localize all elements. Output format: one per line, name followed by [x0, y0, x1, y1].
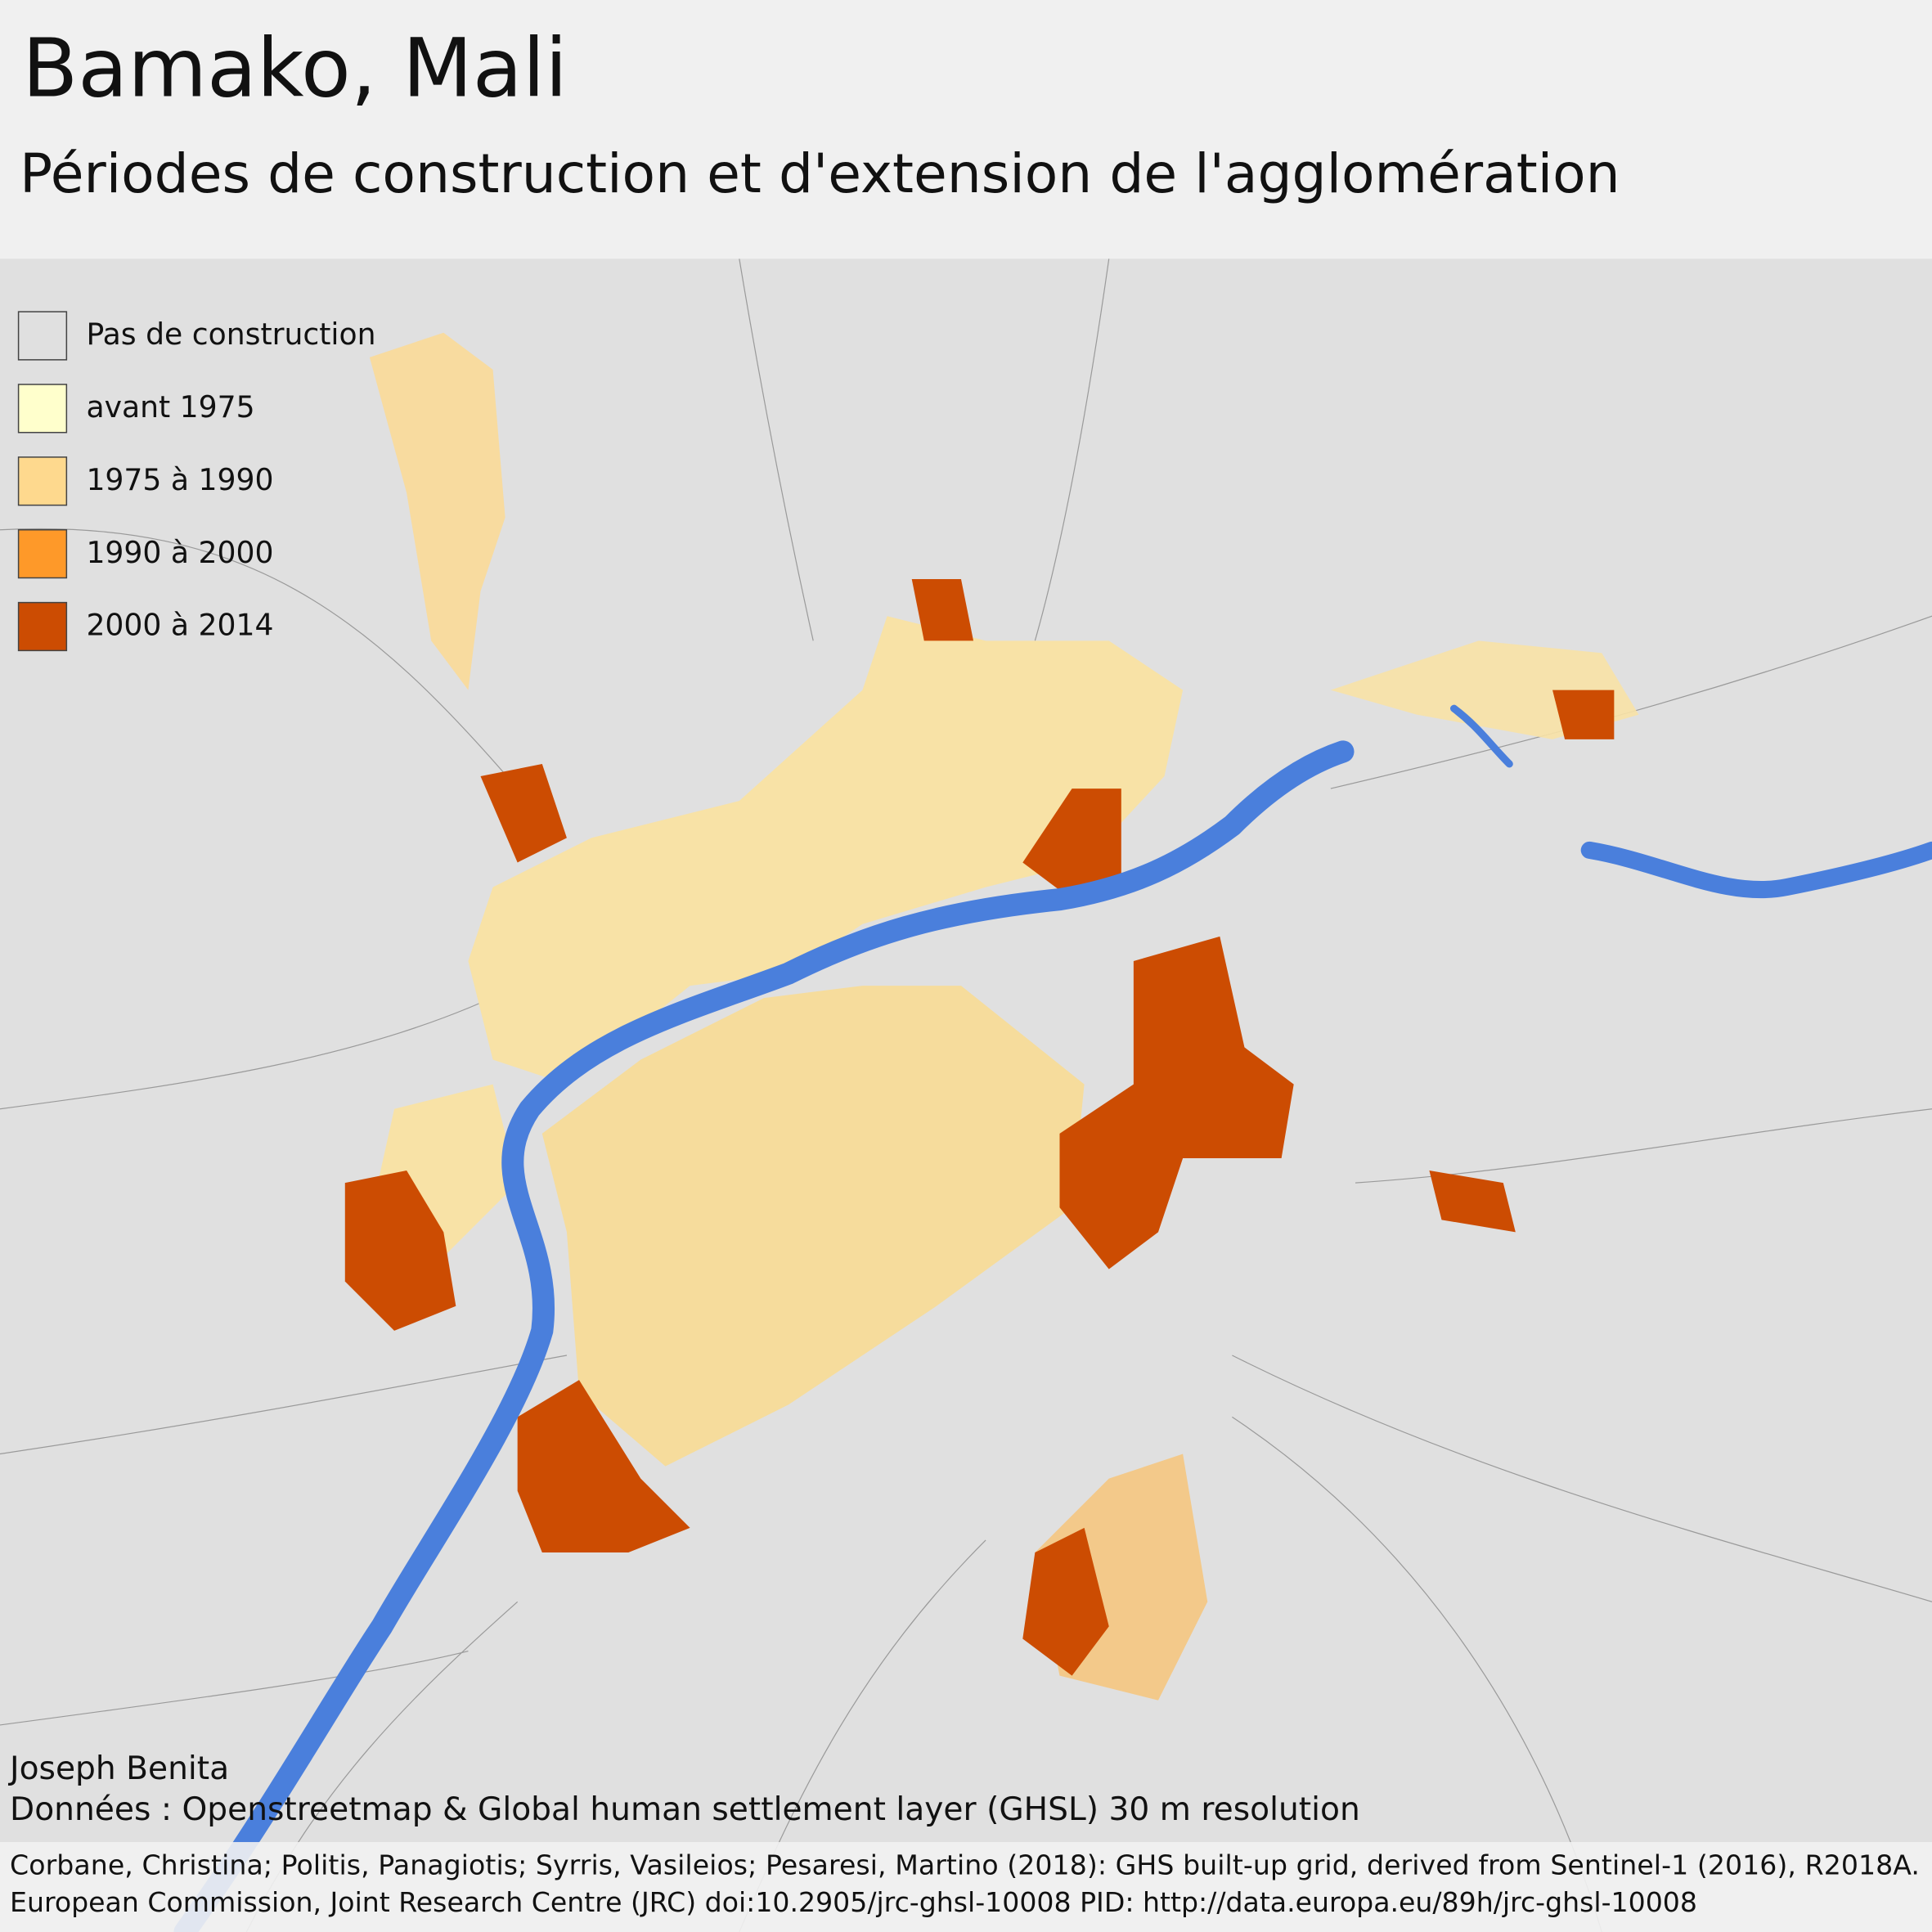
- growth-patch: [480, 763, 567, 863]
- urban-north: [468, 616, 1184, 1085]
- growth-patch: [911, 578, 974, 641]
- header-band: [0, 0, 1932, 259]
- growth-patch: [1022, 1527, 1109, 1676]
- legend-swatch: [17, 528, 68, 579]
- legend-label: 1990 à 2000: [86, 535, 273, 570]
- built-up-areas: [344, 332, 1639, 1701]
- growth-patch: [1429, 1170, 1516, 1233]
- urban-northwest: [369, 332, 505, 690]
- river-main: [173, 740, 1355, 1932]
- river-branch: [1450, 704, 1513, 768]
- legend-swatch: [17, 601, 68, 652]
- citation-line: Corbane, Christina; Politis, Panagiotis;…: [10, 1849, 1920, 1881]
- growth-patch: [1022, 789, 1121, 900]
- legend-label: avant 1975: [86, 389, 254, 425]
- legend-label: 1975 à 1990: [86, 462, 273, 497]
- citation-line: European Commission, Joint Research Cent…: [10, 1886, 1697, 1918]
- river-east: [1580, 841, 1932, 899]
- legend-swatch: [17, 384, 68, 434]
- title: Bamako, Mali: [22, 22, 568, 116]
- recent-growth: [344, 578, 1615, 1676]
- legend: Pas de construction avant 1975 1975 à 1990…: [17, 311, 376, 652]
- growth-patch: [344, 1170, 456, 1331]
- growth-patch: [517, 1380, 690, 1553]
- legend-label: 2000 à 2014: [86, 608, 273, 643]
- growth-patch: [1552, 690, 1615, 739]
- river: [173, 704, 1932, 1932]
- legend-swatch: [17, 456, 68, 506]
- legend-swatch: [17, 311, 68, 361]
- author: Joseph Benita: [7, 1750, 229, 1787]
- citation-band: [0, 1842, 1932, 1932]
- subtitle: Périodes de construction et d'extension …: [20, 142, 1620, 205]
- growth-patch: [1059, 936, 1294, 1269]
- legend-label: Pas de construction: [86, 317, 375, 352]
- data-source: Données : Openstreetmap & Global human s…: [10, 1791, 1360, 1828]
- urban-south: [541, 986, 1085, 1467]
